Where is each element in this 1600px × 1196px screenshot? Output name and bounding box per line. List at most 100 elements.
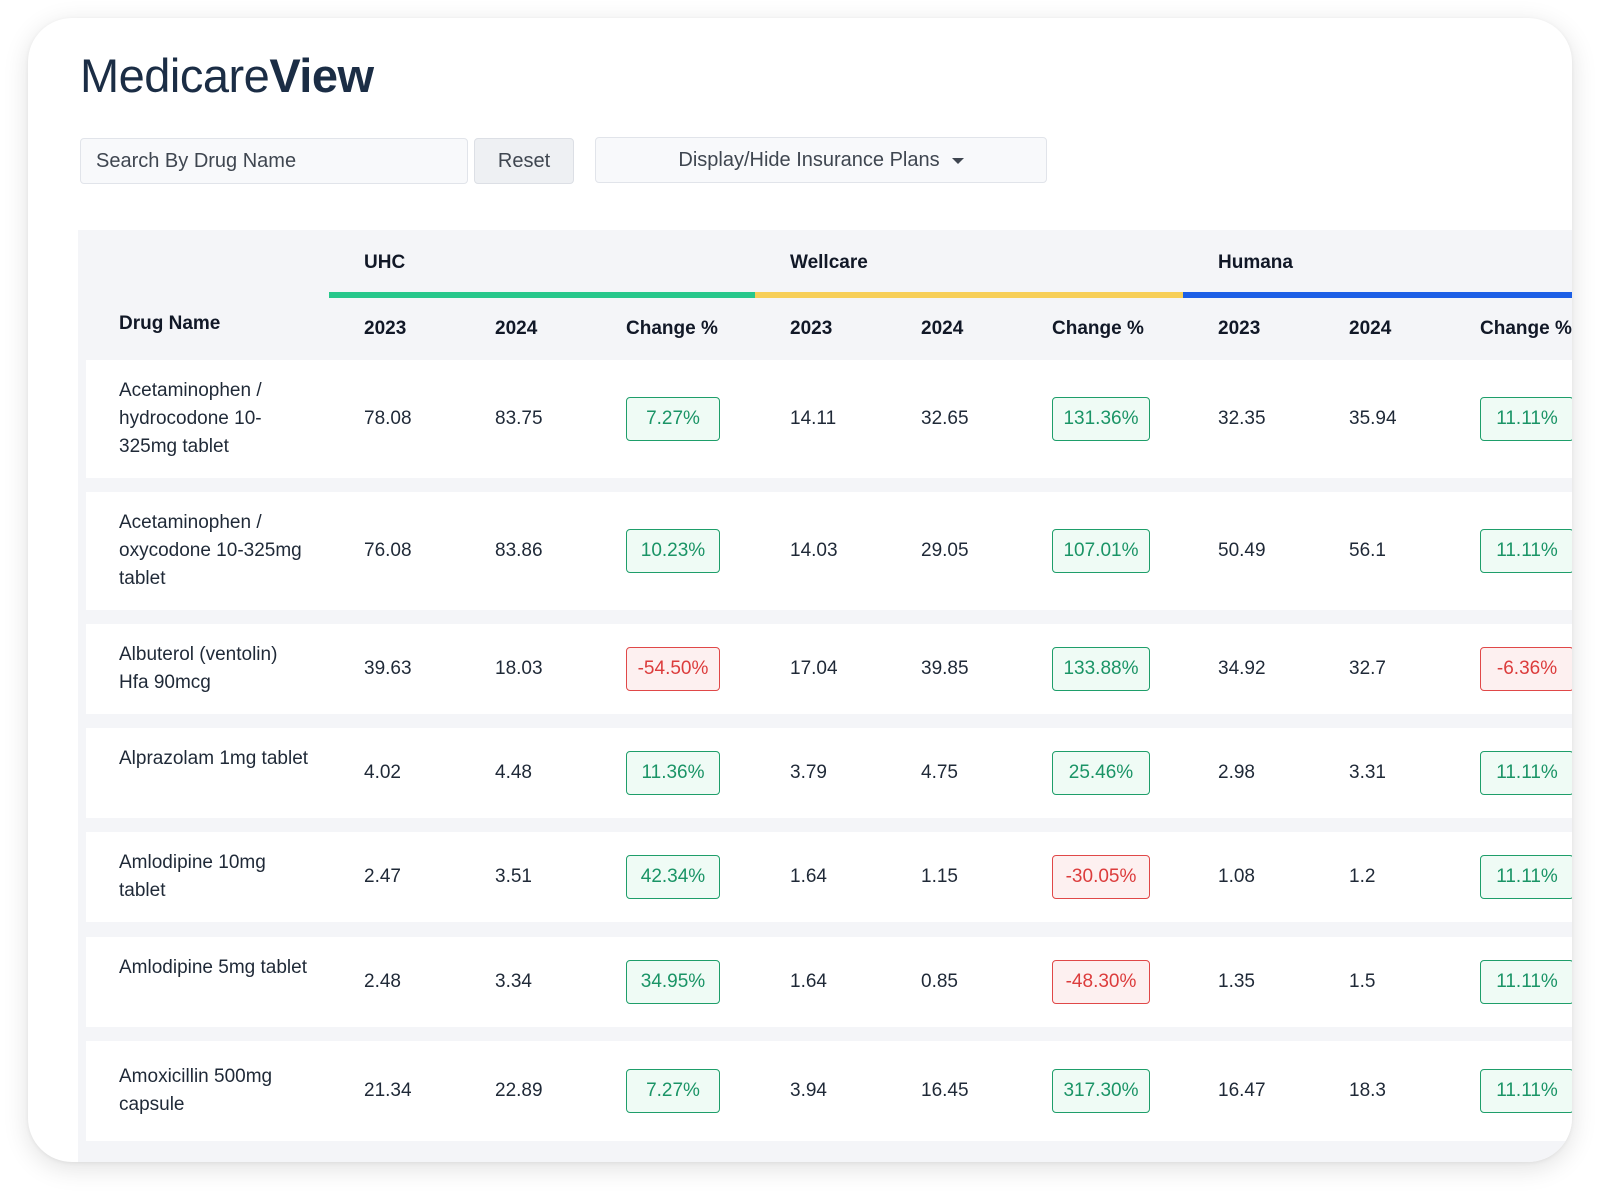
wellcare-2023-cell: 3.79 — [790, 762, 827, 783]
uhc-2024-header[interactable]: 2024 — [495, 318, 538, 339]
wellcare-2024-cell: 39.85 — [921, 658, 969, 679]
uhc-2023-cell: 21.34 — [364, 1080, 412, 1101]
wellcare-2024-cell: 1.15 — [921, 866, 958, 887]
wellcare-2023-cell: 3.94 — [790, 1080, 827, 1101]
group-accent-line-humana — [1183, 292, 1572, 298]
uhc-change-badge: 10.23% — [626, 529, 720, 573]
table-row[interactable]: Amoxicillin 500mg capsule 21.34 22.89 7.27%… — [86, 1041, 1572, 1141]
wellcare-change-badge: 107.01% — [1052, 529, 1150, 573]
humana-2023-cell: 34.92 — [1218, 658, 1266, 679]
uhc-2024-cell: 22.89 — [495, 1080, 543, 1101]
uhc-change-header[interactable]: Change % — [626, 318, 718, 339]
drug-name-cell: Albuterol (ventolin) Hfa 90mcg — [119, 644, 278, 693]
uhc-change-badge: 7.27% — [626, 1069, 720, 1113]
group-accent-line-uhc — [329, 292, 755, 298]
table-row[interactable]: Acetaminophen / oxycodone 10-325mg table… — [86, 492, 1572, 610]
table-row[interactable]: Alprazolam 1mg tablet 4.02 4.48 11.36% 3.79 4… — [86, 728, 1572, 818]
uhc-2023-cell: 39.63 — [364, 658, 412, 679]
wellcare-2024-cell: 4.75 — [921, 762, 958, 783]
reset-button[interactable]: Reset — [474, 138, 574, 184]
uhc-2023-cell: 4.02 — [364, 762, 401, 783]
drug-name-cell: Amlodipine 10mg tablet — [119, 852, 266, 901]
drug-name-header[interactable]: Drug Name — [119, 313, 221, 334]
wellcare-change-badge: 25.46% — [1052, 751, 1150, 795]
wellcare-change-badge: 131.36% — [1052, 397, 1150, 441]
drug-name-cell: Amoxicillin 500mg capsule — [119, 1066, 273, 1115]
uhc-change-badge: 7.27% — [626, 397, 720, 441]
humana-2024-cell: 3.31 — [1349, 762, 1386, 783]
drug-name-cell: Acetaminophen / hydrocodone 10-325mg tab… — [119, 380, 262, 457]
uhc-change-badge: -54.50% — [626, 647, 720, 691]
group-accent-line-wellcare — [755, 292, 1183, 298]
wellcare-2023-cell: 1.64 — [790, 866, 827, 887]
group-header-humana: Humana — [1218, 252, 1293, 273]
uhc-2023-cell: 2.47 — [364, 866, 401, 887]
wellcare-2024-header[interactable]: 2024 — [921, 318, 964, 339]
uhc-2024-cell: 18.03 — [495, 658, 543, 679]
uhc-2023-cell: 78.08 — [364, 408, 412, 429]
table-header: Drug Name UHC 2023 2024 Change % Wellcare 202… — [78, 230, 1572, 360]
uhc-2023-cell: 76.08 — [364, 540, 412, 561]
wellcare-2023-cell: 14.11 — [790, 408, 837, 429]
group-header-wellcare: Wellcare — [790, 252, 868, 273]
humana-change-header[interactable]: Change % — [1480, 318, 1572, 339]
humana-2023-cell: 2.98 — [1218, 762, 1255, 783]
humana-change-badge: 11.11% — [1480, 960, 1572, 1004]
wellcare-2023-header[interactable]: 2023 — [790, 318, 833, 339]
humana-change-badge: 11.11% — [1480, 397, 1572, 441]
humana-change-badge: 11.11% — [1480, 529, 1572, 573]
table-row[interactable]: Amlodipine 5mg tablet 2.48 3.34 34.95% 1.64 0… — [86, 937, 1572, 1027]
humana-2023-cell: 50.49 — [1218, 540, 1266, 561]
uhc-2024-cell: 83.75 — [495, 408, 543, 429]
wellcare-change-header[interactable]: Change % — [1052, 318, 1144, 339]
table-row[interactable]: Acetaminophen / hydrocodone 10-325mg tab… — [86, 360, 1572, 478]
uhc-2023-cell: 2.48 — [364, 971, 401, 992]
humana-change-badge: -6.36% — [1480, 647, 1572, 691]
humana-2024-header[interactable]: 2024 — [1349, 318, 1392, 339]
uhc-change-badge: 42.34% — [626, 855, 720, 899]
humana-2023-cell: 32.35 — [1218, 408, 1266, 429]
insurance-plans-dropdown[interactable]: Display/Hide Insurance Plans — [595, 137, 1047, 183]
wellcare-2023-cell: 17.04 — [790, 658, 838, 679]
humana-2024-cell: 18.3 — [1349, 1080, 1386, 1101]
table-row[interactable]: Albuterol (ventolin) Hfa 90mcg 39.63 18.03… — [86, 624, 1572, 714]
wellcare-2023-cell: 1.64 — [790, 971, 827, 992]
search-input[interactable] — [80, 138, 468, 184]
uhc-2024-cell: 4.48 — [495, 762, 532, 783]
humana-2023-cell: 1.35 — [1218, 971, 1255, 992]
wellcare-change-badge: -30.05% — [1052, 855, 1150, 899]
drug-name-cell: Alprazolam 1mg tablet — [119, 748, 309, 769]
caret-down-icon — [951, 158, 964, 164]
uhc-2024-cell: 83.86 — [495, 540, 543, 561]
wellcare-2024-cell: 0.85 — [921, 971, 958, 992]
drug-price-table: Drug Name UHC 2023 2024 Change % Wellcare 202… — [78, 230, 1572, 1162]
app-logo: MedicareView — [80, 49, 374, 102]
humana-2024-cell: 56.1 — [1349, 540, 1386, 561]
uhc-change-badge: 34.95% — [626, 960, 720, 1004]
uhc-change-badge: 11.36% — [626, 751, 720, 795]
humana-2023-cell: 1.08 — [1218, 866, 1255, 887]
wellcare-2024-cell: 29.05 — [921, 540, 969, 561]
drug-name-cell: Amlodipine 5mg tablet — [119, 957, 307, 978]
insurance-plans-label: Display/Hide Insurance Plans — [678, 148, 940, 171]
humana-change-badge: 11.11% — [1480, 855, 1572, 899]
uhc-2024-cell: 3.34 — [495, 971, 532, 992]
humana-2024-cell: 35.94 — [1349, 408, 1397, 429]
drug-name-cell: Acetaminophen / oxycodone 10-325mg table… — [119, 512, 302, 589]
group-header-uhc: UHC — [364, 252, 406, 273]
wellcare-2024-cell: 32.65 — [921, 408, 969, 429]
uhc-2024-cell: 3.51 — [495, 866, 532, 887]
wellcare-change-badge: -48.30% — [1052, 960, 1150, 1004]
humana-2023-header[interactable]: 2023 — [1218, 318, 1261, 339]
app-card: MedicareView Reset Display/Hide Insuranc… — [28, 18, 1572, 1162]
humana-2023-cell: 16.47 — [1218, 1080, 1266, 1101]
wellcare-change-badge: 133.88% — [1052, 647, 1150, 691]
wellcare-change-badge: 317.30% — [1052, 1069, 1150, 1113]
humana-change-badge: 11.11% — [1480, 751, 1572, 795]
wellcare-2023-cell: 14.03 — [790, 540, 838, 561]
wellcare-2024-cell: 16.45 — [921, 1080, 969, 1101]
table-row[interactable]: Amlodipine 10mg tablet 2.47 3.51 42.34% 1.64… — [86, 832, 1572, 922]
uhc-2023-header[interactable]: 2023 — [364, 318, 407, 339]
humana-2024-cell: 1.5 — [1349, 971, 1376, 992]
table-body: Acetaminophen / hydrocodone 10-325mg tab… — [78, 360, 1572, 1162]
